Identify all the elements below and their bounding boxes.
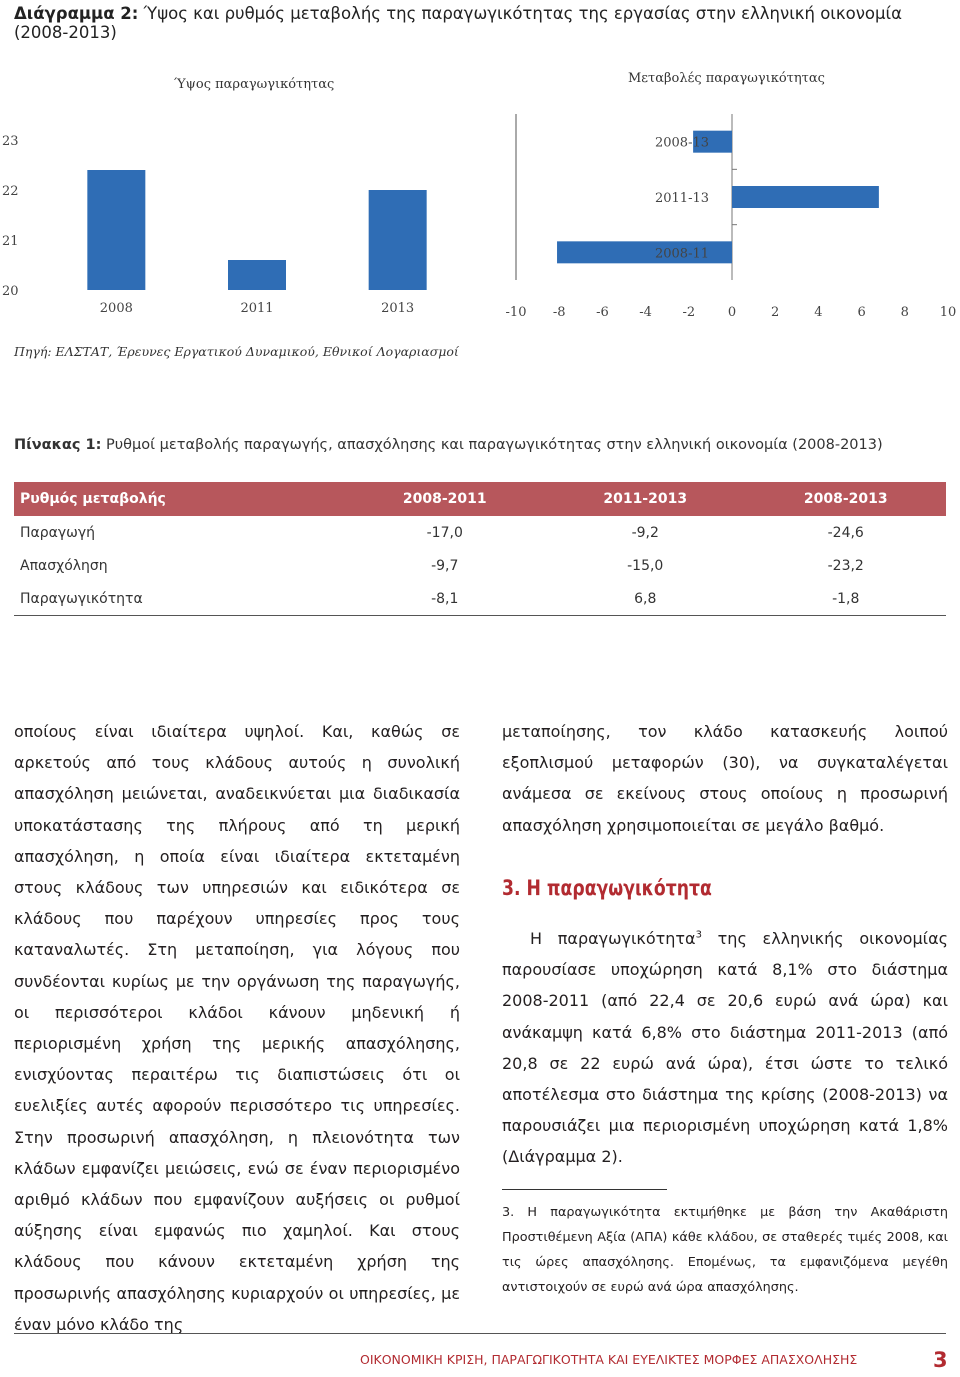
table-cell: -23,2 — [827, 557, 864, 574]
table-cell: -1,8 — [745, 582, 946, 616]
table-cell: Παραγωγικότητα — [14, 582, 345, 616]
figure-source-text: : ΕΛΣΤΑΤ, Έρευνες Εργατικού Δυναμικού, Ε… — [47, 344, 459, 359]
table-title-label: Πίνακας 1: — [14, 437, 102, 453]
body-right-column: μεταποίησης, τον κλάδο κατασκευής λοιπού… — [502, 716, 948, 1173]
figure-title-text: Ύψος και ρυθμός μεταβολής της παραγωγικό… — [14, 4, 902, 42]
y-tick-label: 22 — [2, 184, 19, 199]
x-tick-label: -10 — [506, 305, 527, 320]
bar — [693, 130, 732, 153]
table-title: Πίνακας 1: Ρυθμοί μεταβολής παραγωγής, α… — [14, 437, 883, 453]
x-tick-label: -6 — [596, 305, 609, 320]
x-tick-label: 2011 — [240, 301, 273, 316]
figure-title-label: Διάγραμμα 2: — [14, 4, 139, 23]
table-cell: Απασχόληση — [20, 557, 108, 574]
table-cell: -17,0 — [426, 524, 463, 541]
chart-levels: 23 22 21 20 2008 2011 2013 — [2, 134, 427, 316]
body-paragraph: Η παραγωγικότητα3 της ελληνικής οικονομί… — [502, 923, 948, 1173]
table-header-cell: 2008-2013 — [745, 482, 946, 516]
table-cell: -9,2 — [631, 524, 659, 541]
x-tick-label: 6 — [857, 305, 865, 320]
figure-source: Πηγή: ΕΛΣΤΑΤ, Έρευνες Εργατικού Δυναμικο… — [14, 344, 459, 359]
table-row: Παραγωγικότητα -8,1 6,8 -1,8 — [14, 582, 946, 616]
x-tick-label: 8 — [901, 305, 909, 320]
x-tick-label: 10 — [940, 305, 957, 320]
bar — [228, 260, 286, 290]
table-row: Παραγωγή -17,0 -9,2 -24,6 — [14, 516, 946, 549]
table-header-cell: Ρυθμός μεταβολής — [14, 482, 345, 516]
table-cell: 6,8 — [544, 582, 746, 616]
table-header-cell: 2008-2011 — [344, 482, 545, 516]
running-title: ΟΙΚΟΝΟΜΙΚΗ ΚΡΙΣΗ, ΠΑΡΑΓΩΓΙΚΟΤΗΤΑ ΚΑΙ ΕΥΕ… — [360, 1352, 858, 1367]
bar — [87, 170, 146, 290]
rates-table: Ρυθμός μεταβολής 2008-2011 2011-2013 200… — [14, 482, 946, 616]
category-label: 2008-11 — [655, 246, 709, 261]
table-title-text: Ρυθμοί μεταβολής παραγωγής, απασχόλησης … — [101, 437, 883, 453]
table-cell: -15,0 — [627, 557, 664, 574]
chart-changes-title: Μεταβολές παραγωγικότητας — [628, 71, 825, 86]
bar — [557, 241, 732, 264]
y-tick-label: 21 — [2, 234, 19, 249]
footnote-ref: 3 — [695, 929, 702, 941]
category-label: 2008-13 — [655, 136, 709, 151]
x-tick-label: 4 — [814, 305, 822, 320]
table-header-row: Ρυθμός μεταβολής 2008-2011 2011-2013 200… — [14, 482, 946, 516]
body-paragraph: μεταποίησης, τον κλάδο κατασκευής λοιπού… — [502, 722, 948, 835]
table-cell: Παραγωγή — [20, 524, 96, 541]
section-paragraph-rest: της ελληνικής οικονομίας παρουσίασε υποχ… — [502, 929, 948, 1167]
x-tick-label: 2 — [771, 305, 779, 320]
figure-title: Διάγραμμα 2: Ύψος και ρυθμός μεταβολής τ… — [14, 4, 954, 42]
chart-levels-title: Ύψος παραγωγικότητας — [174, 77, 335, 92]
x-tick-label: -8 — [553, 305, 566, 320]
table-row: Απασχόληση -9,7 -15,0 -23,2 — [14, 549, 946, 582]
table-header-cell: 2011-2013 — [544, 482, 746, 516]
bar — [368, 190, 427, 290]
footnote: 3. Η παραγωγικότητα εκτιμήθηκε με βάση τ… — [502, 1205, 948, 1295]
footer-divider — [14, 1333, 946, 1334]
x-tick-label: -2 — [682, 305, 695, 320]
x-tick-label: 2013 — [381, 301, 414, 316]
x-tick-label: 2008 — [100, 301, 133, 316]
body-left-column: οποίους είναι ιδιαίτερα υψηλοί. Και, καθ… — [14, 716, 460, 1340]
y-tick-label: 23 — [2, 134, 19, 149]
body-paragraph: οποίους είναι ιδιαίτερα υψηλοί. Και, καθ… — [14, 722, 460, 1334]
table-cell: -9,7 — [431, 557, 459, 574]
table-cell: -8,1 — [344, 582, 545, 616]
section-paragraph-start: Η παραγωγικότητα — [530, 929, 696, 949]
bar — [732, 186, 879, 208]
section-heading: 3. Η παραγωγικότητα — [502, 875, 712, 900]
page-number: 3 — [933, 1348, 948, 1372]
x-tick-label: -4 — [639, 305, 652, 320]
table-cell: -24,6 — [827, 524, 864, 541]
chart-changes: -10 -8 -6 -4 -2 0 2 4 6 8 10 2008-13 2011-13 2008-11 — [506, 114, 957, 320]
footnote-divider — [502, 1189, 667, 1190]
x-tick-label: 0 — [728, 305, 736, 320]
figure-source-label: Πηγή — [14, 344, 48, 359]
category-label: 2011-13 — [655, 191, 709, 206]
y-tick-label: 20 — [2, 284, 19, 299]
